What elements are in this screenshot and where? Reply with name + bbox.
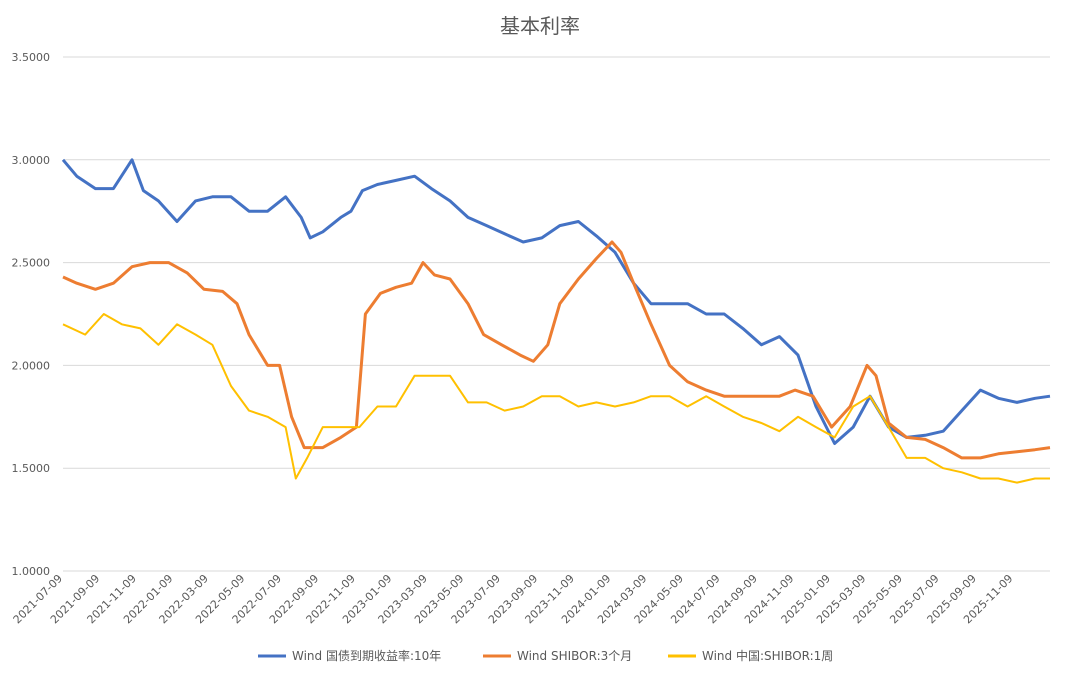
- series-line-3: [62, 313, 1050, 484]
- series-line-1: [61, 158, 1051, 445]
- y-tick-label: 1.0000: [12, 565, 51, 578]
- legend-label-1: Wind 国债到期收益率:10年: [292, 648, 441, 663]
- legend-label-3: Wind 中国:SHIBOR:1周: [702, 648, 833, 663]
- y-tick-label: 2.5000: [12, 257, 51, 270]
- y-tick-label: 1.5000: [12, 462, 51, 475]
- gridlines: [63, 56, 1050, 572]
- legend: Wind 国债到期收益率:10年 Wind SHIBOR:3个月 Wind 中国:S…: [258, 648, 833, 663]
- y-axis-ticks: 1.0000 1.5000 2.0000 2.5000 3.0000 3.5000: [12, 51, 51, 578]
- x-axis-ticks: 2021-07-092021-09-092021-11-092022-01-09…: [11, 572, 1016, 626]
- y-tick-label: 2.0000: [12, 359, 51, 372]
- legend-label-2: Wind SHIBOR:3个月: [517, 649, 632, 663]
- series-line-2: [62, 240, 1051, 460]
- y-tick-label: 3.0000: [12, 154, 51, 167]
- chart-title: 基本利率: [500, 14, 580, 38]
- series-lines: [61, 158, 1051, 484]
- y-tick-label: 3.5000: [12, 51, 51, 64]
